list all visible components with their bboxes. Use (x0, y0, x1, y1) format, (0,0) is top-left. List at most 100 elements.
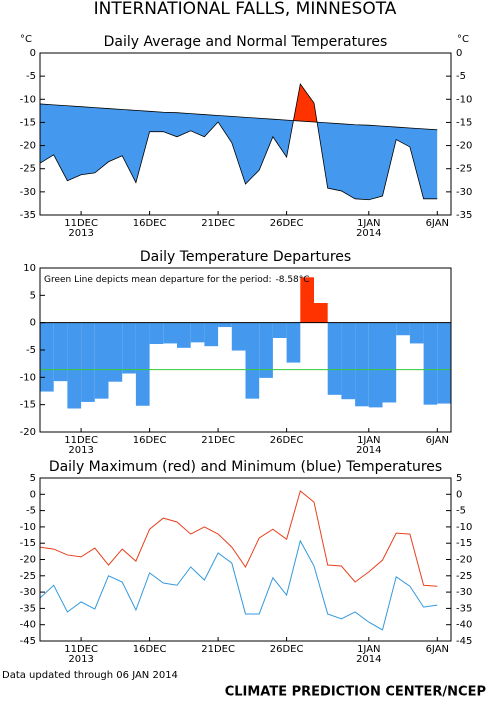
x-tick-label: 11DEC (64, 644, 98, 655)
bar (245, 322, 260, 399)
plot-frame (39, 52, 452, 216)
x-tick-label: 21DEC (201, 218, 235, 229)
y2-tick-label: -25 (456, 571, 472, 582)
chart-title: Daily Maximum (red) and Minimum (blue) T… (49, 459, 442, 475)
x-tick-label: 21DEC (201, 644, 235, 655)
bar (108, 322, 123, 382)
x-tick-label: 16DEC (133, 644, 167, 655)
normal-line (39, 103, 438, 131)
y-tick-label: -20 (20, 141, 36, 152)
x-tick-label: 6JAN (426, 435, 449, 446)
y-tick-label: -25 (20, 571, 36, 582)
y-tick-label: -15 (20, 117, 36, 128)
y-tick-label: 0 (30, 318, 36, 329)
y-tick-label: -25 (20, 164, 36, 175)
y-tick-label: -30 (20, 187, 36, 198)
bar (135, 322, 150, 406)
y2-tick-label: -5 (456, 71, 466, 82)
bar (53, 322, 68, 382)
bar (67, 322, 82, 409)
bar (231, 322, 246, 351)
x-tick-label: 1JAN (357, 435, 380, 446)
y2-tick-label: -20 (456, 555, 472, 566)
bar (409, 322, 424, 344)
x-tick-label: 11DEC (64, 435, 98, 446)
bar (177, 322, 191, 348)
bar (81, 322, 95, 402)
y2-tick-label: -15 (456, 538, 472, 549)
y-tick-label: -5 (26, 506, 36, 517)
bar (40, 322, 54, 392)
y-tick-label: 5 (30, 473, 36, 484)
annotation-value: -8.58°C (276, 275, 310, 285)
bar (368, 322, 383, 408)
x-tick-label: 26DEC (270, 435, 304, 446)
chart-title: Daily Temperature Departures (140, 249, 351, 265)
y2-tick-label: -35 (456, 210, 472, 221)
footer-credit: CLIMATE PREDICTION CENTER/NCEP (225, 685, 486, 700)
y-tick-label: -15 (20, 538, 36, 549)
temperature-line (39, 490, 438, 587)
temperature-line (39, 539, 438, 631)
x-tick-label: 16DEC (133, 435, 167, 446)
y-unit: °C (20, 34, 32, 45)
x-year-label: 2014 (356, 228, 381, 239)
x-year-label: 2013 (68, 445, 93, 456)
bar (437, 322, 451, 404)
bar (122, 322, 136, 374)
footer-note: Data updated through 06 JAN 2014 (2, 670, 178, 681)
y-tick-label: -20 (20, 555, 36, 566)
y-tick-label: 5 (30, 290, 36, 301)
y2-tick-label: -10 (456, 522, 472, 533)
y-tick-label: -35 (20, 603, 36, 614)
y2-tick-label: -10 (456, 94, 472, 105)
x-tick-label: 21DEC (201, 435, 235, 446)
y2-tick-label: -15 (456, 117, 472, 128)
y-tick-label: -5 (26, 345, 36, 356)
bar (341, 322, 356, 400)
bar (314, 302, 328, 323)
x-year-label: 2014 (356, 654, 381, 665)
x-year-label: 2013 (68, 654, 93, 665)
x-tick-label: 26DEC (270, 644, 304, 655)
bar (355, 322, 369, 407)
x-tick-label: 11DEC (64, 218, 98, 229)
x-tick-label: 1JAN (357, 644, 380, 655)
y-tick-label: -5 (26, 71, 36, 82)
below-normal-fill (40, 103, 438, 200)
y2-tick-label: 0 (456, 489, 462, 500)
y-tick-label: 0 (30, 489, 36, 500)
x-year-label: 2014 (356, 445, 381, 456)
bar (218, 322, 232, 328)
y-tick-label: -15 (20, 400, 36, 411)
y-tick-label: -10 (20, 372, 36, 383)
annotation-text: Green Line depicts mean departure for th… (44, 275, 272, 285)
x-year-label: 2013 (68, 228, 93, 239)
y-tick-label: -10 (20, 94, 36, 105)
bar (396, 322, 410, 336)
y-tick-label: -20 (20, 427, 36, 438)
bar (204, 322, 219, 347)
average-line (39, 83, 438, 201)
bar (190, 322, 205, 343)
bar (94, 322, 109, 399)
bar (259, 322, 273, 378)
y2-tick-label: -40 (456, 620, 472, 631)
y2-tick-label: -45 (456, 636, 472, 647)
x-tick-label: 1JAN (357, 218, 380, 229)
x-tick-label: 6JAN (426, 218, 449, 229)
bar (300, 277, 314, 323)
annotation: Green Line depicts mean departure for th… (44, 275, 310, 285)
y2-tick-label: -30 (456, 187, 472, 198)
y2-tick-label: 0 (456, 48, 462, 59)
y-tick-label: 0 (30, 48, 36, 59)
y2-tick-label: -35 (456, 603, 472, 614)
plot-frame (39, 477, 452, 642)
bar (272, 322, 287, 338)
bar (149, 322, 164, 344)
bar (382, 322, 397, 403)
bar (423, 322, 438, 405)
y2-tick-label: -20 (456, 141, 472, 152)
y-tick-label: 10 (23, 263, 36, 274)
x-tick-label: 16DEC (133, 218, 167, 229)
